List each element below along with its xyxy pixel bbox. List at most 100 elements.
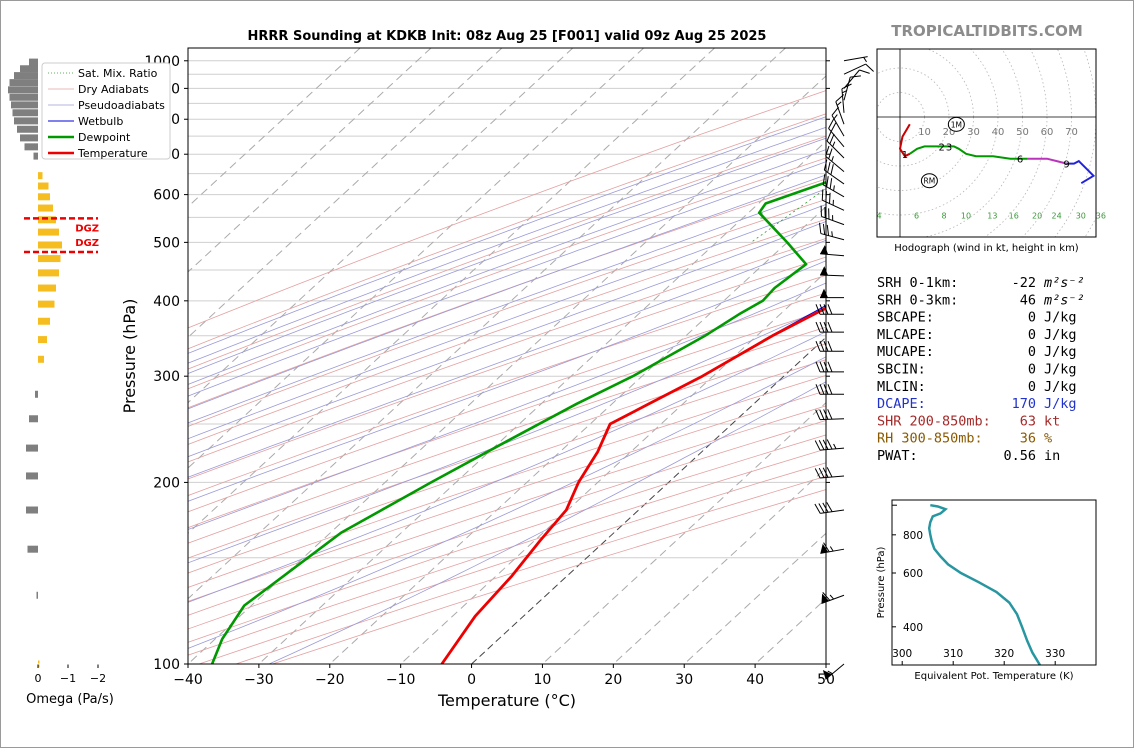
legend-entry: Temperature: [77, 147, 148, 160]
temperature-tick-label: 10: [534, 672, 552, 688]
barb-full: [850, 75, 861, 78]
wind-barb: [822, 663, 845, 680]
barb-full: [823, 321, 829, 333]
barb-full: [815, 321, 821, 333]
barb-pennant: [820, 245, 829, 255]
stat-unit: m²s⁻²: [1043, 292, 1085, 308]
barb-full: [825, 191, 827, 202]
omega-bar: [12, 109, 38, 117]
dry-adiabat-line: [188, 292, 826, 513]
hodo-height-label: 2: [938, 142, 944, 153]
barb-half: [833, 443, 837, 450]
barb-full: [835, 94, 845, 103]
barb-full: [828, 118, 835, 129]
barb-full: [819, 361, 825, 373]
hodo-segment: [1027, 157, 1067, 165]
stat-label: SBCAPE:: [877, 310, 934, 326]
te-y-tick-label: 600: [903, 568, 923, 580]
dry-adiabat-line: [188, 178, 826, 409]
dry-adiabat-line: [188, 343, 826, 559]
omega-bar: [24, 143, 38, 151]
temperature-tick-label: 0: [467, 672, 476, 688]
barb-staff: [843, 63, 866, 75]
barb-full: [822, 174, 826, 185]
stat-label: SRH 0-3km:: [877, 292, 958, 308]
barb-full: [827, 341, 833, 352]
omega-bar: [38, 336, 47, 344]
legend-entry: Pseudoadiabats: [78, 99, 165, 112]
barb-full: [826, 130, 832, 142]
stat-label: RH 300-850mb:: [877, 431, 983, 447]
omega-bar: [36, 591, 38, 599]
wind-barb: [815, 361, 844, 373]
barb-full: [829, 178, 833, 189]
omega-bar: [35, 390, 38, 398]
pseudoadiabat-line: [188, 188, 826, 424]
wind-barb: [831, 106, 845, 137]
temperature-tick-label: −30: [244, 672, 274, 688]
barb-full: [830, 121, 837, 132]
mixing-ratio-label: 13: [987, 212, 997, 221]
wind-barb: [821, 189, 845, 211]
pseudoadiabat-line: [188, 356, 826, 649]
barb-full: [831, 106, 840, 116]
barb-half: [832, 141, 836, 147]
te-x-tick-label: 310: [943, 648, 963, 660]
hodo-ring-label: 70: [1065, 127, 1078, 138]
stat-unit: kt: [1044, 413, 1060, 429]
omega-bar: [9, 93, 38, 101]
barb-full: [825, 145, 830, 157]
te-x-tick-label: 320: [994, 648, 1014, 660]
omega-bar: [38, 255, 61, 263]
dgz-label: DGZ: [75, 223, 99, 234]
wind-barb: [843, 63, 874, 75]
mixing-ratio-label: 24: [1052, 212, 1062, 221]
dewpoint-profile-line: [210, 181, 826, 664]
wind-barb: [823, 159, 845, 185]
te-x-tick-label: 330: [1045, 648, 1065, 660]
barb-full: [828, 148, 833, 159]
barb-full: [827, 321, 833, 333]
isotherm-line: [188, 75, 826, 664]
pseudoadiabat-line: [188, 282, 826, 530]
barb-full: [818, 467, 825, 478]
barb-half: [832, 199, 834, 206]
barb-half: [831, 156, 834, 162]
dry-adiabat-line: [188, 359, 826, 574]
legend-entry: Dry Adiabats: [78, 83, 149, 96]
stat-value: 36: [1020, 431, 1036, 447]
barb-full: [828, 208, 830, 220]
theta-e-line: [927, 503, 1041, 665]
mixing-ratio-label: 8: [942, 212, 947, 221]
temperature-profile-line: [440, 306, 826, 664]
omega-bar: [26, 444, 38, 452]
omega-tick-label: −1: [60, 672, 76, 685]
stat-unit: J/kg: [1044, 310, 1077, 326]
pressure-tick-label: 200: [153, 475, 180, 491]
omega-bar: [14, 72, 38, 80]
barb-full: [827, 304, 833, 315]
pseudoadiabat-line: [188, 149, 826, 385]
wind-barb: [815, 304, 844, 315]
barb-full: [820, 205, 822, 217]
isotherm-line: [825, 663, 826, 664]
barb-full: [826, 502, 833, 512]
isotherm-line: [683, 532, 826, 664]
barb-pennant: [822, 669, 832, 680]
stat-value: 0.56: [1003, 448, 1036, 464]
storm-motion-marker: [947, 116, 965, 132]
barb-full: [815, 409, 821, 420]
omega-bar: [38, 228, 59, 236]
barb-full: [822, 502, 829, 513]
stat-value: 63: [1020, 413, 1036, 429]
hodo-segment: [909, 145, 1028, 160]
stat-value: 46: [1020, 292, 1036, 308]
hodo-ring-label: 10: [918, 127, 931, 138]
pseudoadiabat-line: [188, 221, 826, 458]
stat-unit: %: [1044, 431, 1052, 447]
wind-barb: [822, 174, 845, 198]
wind-barb: [815, 409, 845, 421]
dry-adiabat-line: [188, 390, 826, 602]
pressure-tick-label: 500: [153, 235, 180, 251]
legend-box: [41, 62, 171, 160]
